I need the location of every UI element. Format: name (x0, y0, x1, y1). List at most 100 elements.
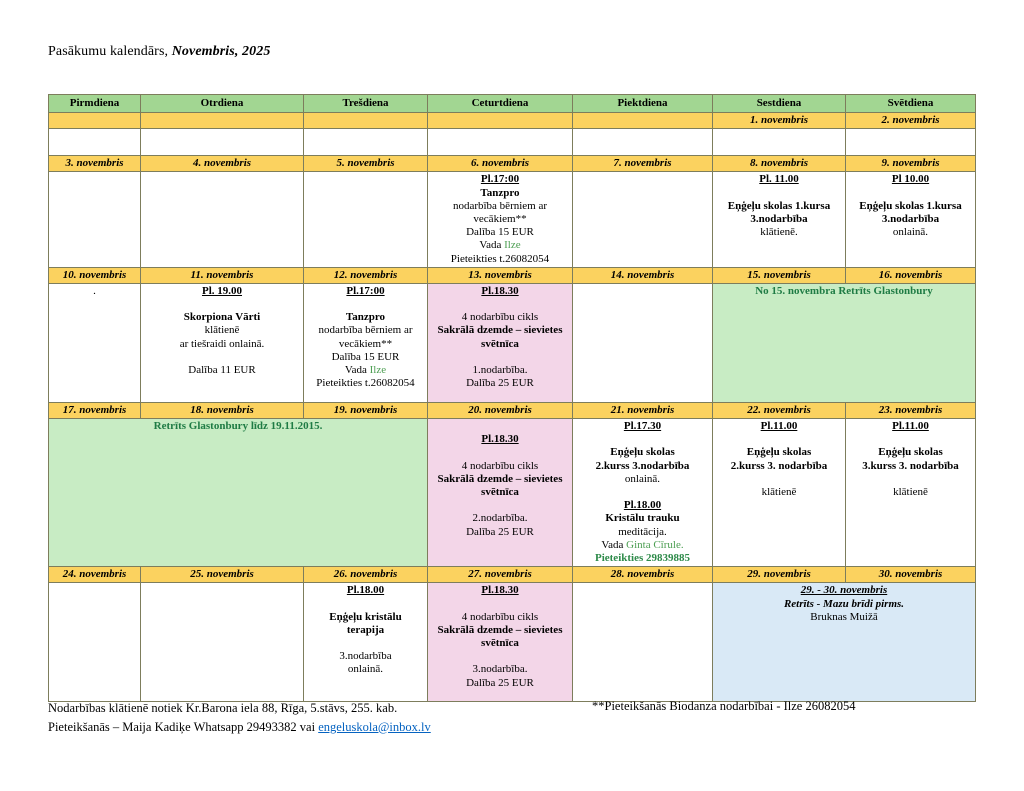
text-segment: klātienē. (760, 226, 798, 239)
event-line (848, 473, 973, 486)
text-segment: Dalība 15 EUR (331, 350, 400, 363)
date-row: 17. novembris 18. novembris 19. novembris 2… (48, 401, 976, 420)
text-segment: Pl.18.30 (481, 284, 519, 297)
date-cell: 6. novembris (427, 155, 573, 173)
event-line: Eņģeļu skolas (575, 446, 710, 459)
event-line: Vada Ginta Cīrule. (575, 539, 710, 552)
text-segment: nodarbība bērniem ar (452, 199, 548, 212)
text-segment: Vada (344, 364, 370, 376)
event-line: Eņģeļu skolas (848, 446, 973, 459)
day-header-row: Pirmdiena Otrdiena Trešdiena Ceturtdiena Pie… (48, 94, 976, 113)
date-cell (48, 111, 141, 130)
calendar-head: Pirmdiena Otrdiena Trešdiena Ceturtdiena Pie… (48, 94, 976, 113)
event-line: meditācija. (575, 526, 710, 539)
event-line: onlainā. (848, 226, 973, 239)
event-line: Dalība 15 EUR (306, 351, 425, 364)
event-cell (572, 171, 713, 268)
date-cell (140, 111, 304, 130)
event-line: Pl.18.00 (306, 584, 425, 597)
event-line: Pl.18.30 (430, 584, 570, 597)
event-cell: Pl.11.00 Eņģeļu skolas 2.kurss 3. nodarbī… (712, 418, 846, 568)
date-row: 1. novembris 2. novembris (48, 111, 976, 130)
event-line: Dalība 25 EUR (430, 526, 570, 539)
text-segment: No 15. novembra Retrīts Glastonbury (755, 284, 933, 297)
event-line: Eņģeļu skolas 1.kursa (715, 200, 843, 213)
event-line: onlainā. (306, 663, 425, 676)
event-line: Tanzpro (430, 187, 570, 200)
event-line: 2.kurss 3. nodarbība (715, 460, 843, 473)
text-segment: 2.kurss 3. nodarbība (730, 459, 828, 472)
event-line: 2.kurss 3.nodarbība (575, 460, 710, 473)
event-line: nodarbība bērniem ar (430, 200, 570, 213)
text-segment: Pieteikties t.26082054 (450, 252, 550, 265)
footer-signup-text: Pieteikšanās – Maija Kadiķe Whatsapp 294… (48, 719, 319, 734)
text-segment: Pieteikties t.26082054 (316, 377, 415, 390)
text-segment: Pl.18.30 (481, 433, 519, 446)
text-segment: Eņģeļu skolas 1.kursa (859, 199, 962, 212)
text-segment: Dalība 25 EUR (466, 676, 534, 689)
text-segment: Vada (601, 538, 627, 551)
text-segment: Eņģeļu skolas (610, 446, 675, 459)
event-line: nodarbība bērniem ar (306, 324, 425, 337)
text-segment: klātienē (893, 486, 928, 498)
event-line: svētnīca (430, 637, 570, 650)
event-line: ar tiešraidi onlainā. (143, 338, 301, 351)
calendar-table: Pirmdiena Otrdiena Trešdiena Ceturtdiena Pie… (48, 94, 976, 703)
date-cell: 2. novembris (845, 111, 976, 130)
event-line: Eņģeļu skolas 1.kursa (848, 200, 973, 213)
event-line: Sakrālā dzemde – sievietes (430, 624, 570, 637)
text-segment: 3.nodarbība (750, 212, 808, 225)
event-line: 29. - 30. novembris (715, 584, 973, 597)
event-line (575, 433, 710, 446)
event-line (430, 298, 570, 311)
event-line: vecākiem** (430, 213, 570, 226)
text-segment: Skorpiona Vārti (183, 311, 261, 324)
date-row: 24. novembris 25. novembris 26. novembris 2… (48, 566, 976, 584)
event-cell: Pl 10.00 Eņģeļu skolas 1.kursa 3.nodarbīb… (845, 171, 976, 268)
day-header-cell: Pirmdiena (48, 94, 141, 113)
event-line (430, 499, 570, 512)
text-segment: Retrīts - Mazu brīdi pirms. (783, 597, 905, 610)
event-line: 3.kurss 3. nodarbība (848, 460, 973, 473)
text-segment: 4 nodarbību cikls (461, 610, 539, 623)
date-cell (572, 111, 713, 130)
text-segment: Pl.18.00 (623, 499, 662, 512)
event-line: Pl.18.30 (430, 433, 570, 446)
text-segment: Ilze (504, 239, 521, 252)
event-line (143, 298, 301, 311)
retreat-cell: No 15. novembra Retrīts Glastonbury (712, 282, 976, 403)
event-cell (48, 171, 141, 268)
event-line (306, 598, 425, 611)
retreat-cell: 29. - 30. novembris Retrīts - Mazu brīdi … (712, 582, 976, 703)
event-line: Pl.17:00 (430, 173, 570, 186)
event-line: Eņģeļu kristālu (306, 611, 425, 624)
day-header-cell: Sestdiena (712, 94, 846, 113)
date-cell: 20. novembris (427, 401, 573, 420)
event-line: Vada Ilze (306, 364, 425, 377)
text-segment: Sakrālā dzemde – sievietes (437, 623, 563, 636)
text-segment: klātienē (761, 486, 797, 498)
text-segment: meditācija. (618, 525, 667, 538)
event-line: Pl.18.30 (430, 285, 570, 298)
event-cell (140, 128, 304, 157)
date-cell: 22. novembris (712, 401, 846, 420)
text-segment: terapija (346, 623, 385, 636)
event-cell (303, 128, 428, 157)
event-line: Pl.17:00 (306, 285, 425, 298)
date-cell: 8. novembris (712, 155, 846, 173)
event-cell: Pl.18.00 Eņģeļu kristālu terapija 3.nodar… (303, 582, 428, 703)
email-link[interactable]: engeluskola@inbox.lv (318, 719, 431, 734)
event-line: 4 nodarbību cikls (430, 460, 570, 473)
event-line: Pieteikties t.26082054 (430, 253, 570, 266)
event-line: Kristālu trauku (575, 512, 710, 525)
event-cell (140, 171, 304, 268)
page-title: Pasākumu kalendārs, Novembris, 2025 (48, 44, 270, 60)
event-line: Sakrālā dzemde – sievietes (430, 473, 570, 486)
event-line: Vada Ilze (430, 239, 570, 252)
date-cell: 1. novembris (712, 111, 846, 130)
event-cell: Pl.17.30 Eņģeļu skolas 2.kurss 3.nodarbīb… (572, 418, 713, 568)
text-segment: onlainā. (347, 663, 384, 676)
event-line: Pl 10.00 (848, 173, 973, 186)
text-segment: Pl. 19.00 (201, 284, 243, 297)
date-cell: 26. novembris (303, 566, 428, 584)
